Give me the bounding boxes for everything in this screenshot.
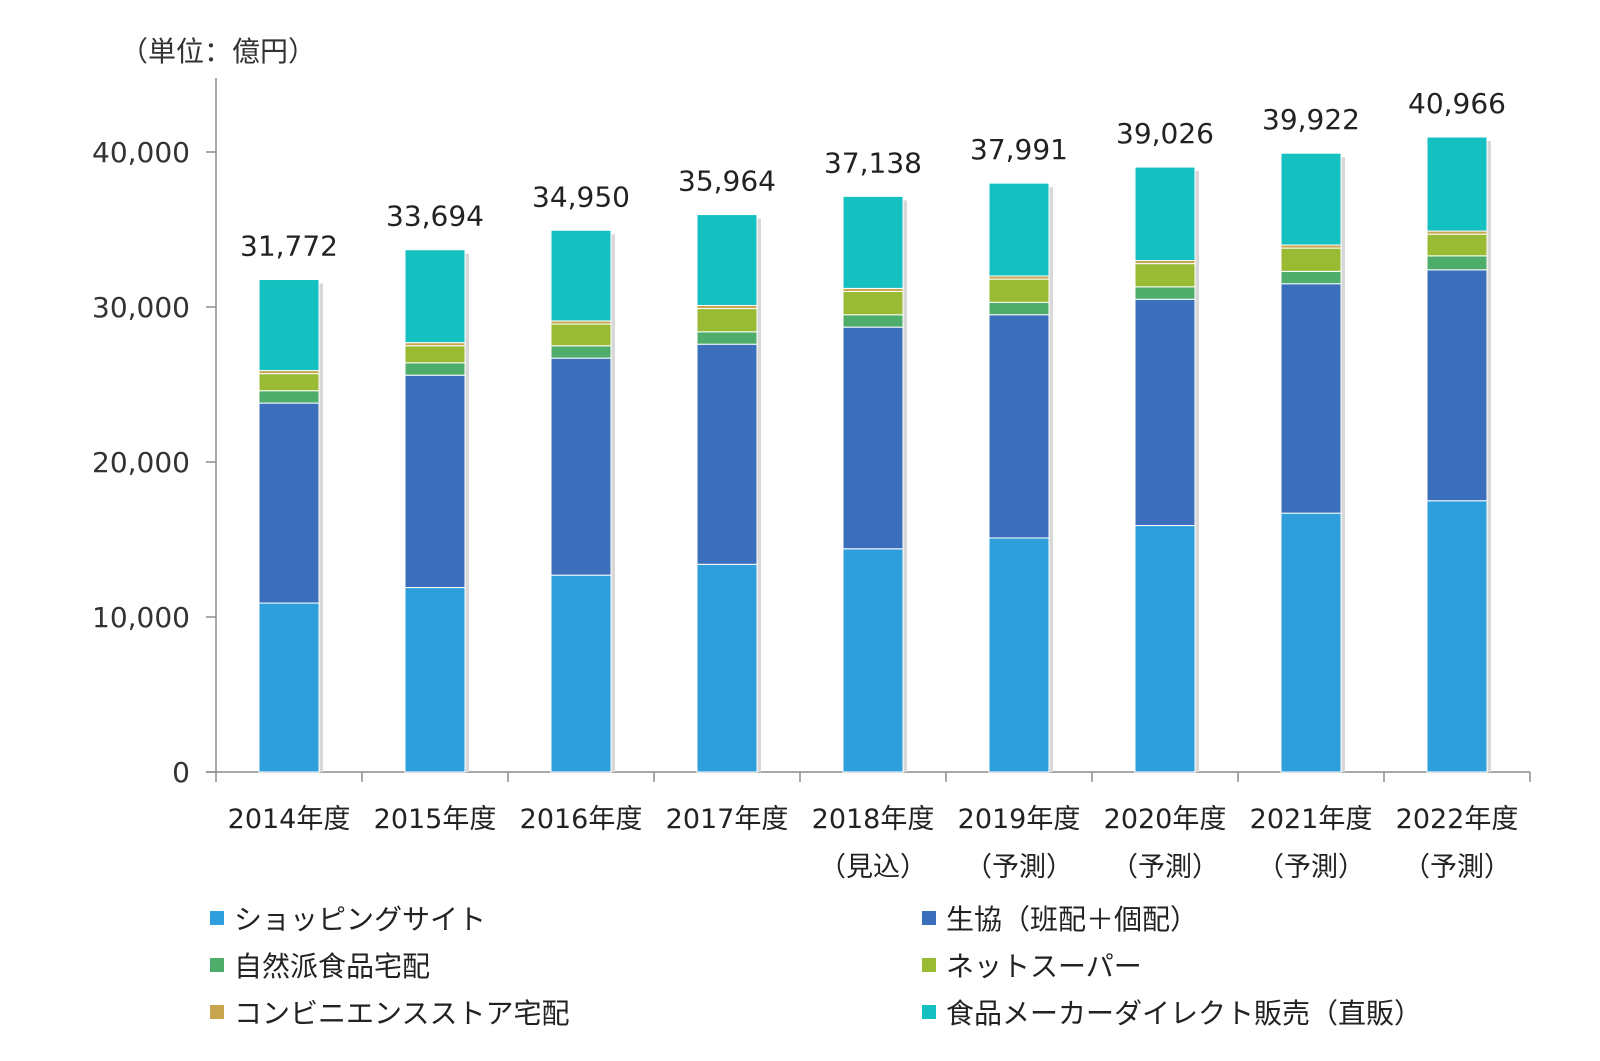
total-data-label: 35,964: [678, 165, 776, 198]
bar-segment: [1426, 255, 1488, 271]
bar-stacks: [258, 136, 1491, 773]
bar-segment: [696, 563, 758, 773]
bar-segment: [258, 402, 320, 604]
bar-segment: [404, 374, 466, 589]
bar-segment: [988, 182, 1050, 277]
legend-item: コンビニエンスストア宅配: [210, 992, 569, 1032]
bar-segment: [258, 373, 320, 392]
bar-segment: [842, 314, 904, 328]
x-tick-label: 2021年度: [1250, 804, 1373, 835]
legend-swatch: [210, 958, 224, 972]
bar-segment: [842, 548, 904, 773]
total-data-label: 37,991: [970, 133, 1068, 166]
bar-segment: [258, 279, 320, 372]
bar-segment: [988, 278, 1050, 303]
legend-item: ショッピングサイト: [210, 898, 486, 938]
bar-segment: [550, 357, 612, 576]
x-tick-label: （予測）: [965, 852, 1073, 883]
bar-segment: [1134, 263, 1196, 288]
bar-segment: [1280, 283, 1342, 514]
bar-segment: [1280, 512, 1342, 773]
total-data-label: 34,950: [532, 180, 630, 213]
bar-segment: [696, 308, 758, 333]
total-data-label: 33,694: [386, 200, 484, 233]
x-tick-label: （予測）: [1111, 852, 1219, 883]
bar-segment: [696, 331, 758, 345]
legend: ショッピングサイト 生協（班配＋個配） 自然派食品宅配 ネットスーパーコンビニエンスス…: [210, 898, 1590, 1048]
bar-segment: [1426, 136, 1488, 232]
bar-segment: [404, 249, 466, 344]
legend-label: コンビニエンスストア宅配: [234, 997, 570, 1030]
bar-segment: [258, 602, 320, 773]
x-tick-label: （見込）: [819, 852, 927, 883]
y-tick-label: 20,000: [92, 446, 190, 479]
x-tick-label: 2019年度: [958, 804, 1081, 835]
bar-segment: [1280, 247, 1342, 272]
bar-segment: [1134, 286, 1196, 300]
bar-segment: [404, 362, 466, 376]
x-tick-label: 2014年度: [228, 804, 351, 835]
legend-label: ショッピングサイト: [234, 903, 487, 936]
legend-item: 生協（班配＋個配）: [922, 898, 1198, 938]
bar-segment: [550, 323, 612, 347]
bar-segment: [404, 587, 466, 773]
x-tick-label: 2015年度: [374, 804, 497, 835]
y-tick-label: 40,000: [92, 136, 190, 169]
y-tick-label: 10,000: [92, 601, 190, 634]
bar-segment: [258, 390, 320, 404]
y-axis: 0 10,000 20,000 30,000 40,000: [92, 78, 217, 789]
x-tick-label: 2020年度: [1104, 804, 1227, 835]
legend-swatch: [922, 911, 936, 925]
bar-segment: [1134, 166, 1196, 261]
legend-label: 自然派食品宅配: [234, 950, 431, 983]
legend-item: ネットスーパー: [922, 945, 1142, 985]
bar-segment: [842, 291, 904, 316]
x-tick-label: 2022年度: [1396, 804, 1519, 835]
y-tick-label: 30,000: [92, 291, 190, 324]
bar-segment: [988, 301, 1050, 316]
legend-swatch: [210, 1005, 224, 1019]
bar-segment: [1426, 269, 1488, 502]
bar-segment: [550, 345, 612, 359]
bar-segment: [988, 314, 1050, 539]
bar-segment: [1426, 500, 1488, 773]
legend-swatch: [922, 958, 936, 972]
legend-label: 食品メーカーダイレクト販売（直販）: [946, 997, 1423, 1030]
x-tick-label: （予測）: [1403, 852, 1511, 883]
bar-segment: [696, 214, 758, 306]
bar-segment: [696, 343, 758, 565]
total-data-label: 31,772: [240, 230, 338, 263]
bar-segment: [404, 345, 466, 364]
total-labels: 31,772 33,694 34,950 35,964 37,138 37,991 39,0…: [240, 87, 1506, 263]
bar-segment: [1134, 525, 1196, 773]
unit-label: （単位：億円）: [120, 35, 317, 68]
total-data-label: 37,138: [824, 146, 922, 179]
legend-item: 自然派食品宅配: [210, 945, 430, 985]
total-data-label: 40,966: [1408, 87, 1506, 120]
legend-item: 食品メーカーダイレクト販売（直販）: [922, 992, 1422, 1032]
bar-segment: [550, 574, 612, 773]
bar-segment: [1280, 152, 1342, 246]
y-tick-label: 0: [172, 756, 190, 789]
x-tick-label: 2016年度: [520, 804, 643, 835]
bar-segment: [550, 229, 612, 322]
bar-segment: [988, 537, 1050, 773]
bar-segment: [1280, 270, 1342, 285]
x-tick-label: 2018年度: [812, 804, 935, 835]
legend-label: ネットスーパー: [946, 950, 1142, 983]
bar-segment: [842, 195, 904, 289]
total-data-label: 39,922: [1262, 103, 1360, 136]
x-tick-label: 2017年度: [666, 804, 789, 835]
legend-swatch: [210, 911, 224, 925]
x-tick-label: （予測）: [1257, 852, 1365, 883]
legend-label: 生協（班配＋個配）: [946, 903, 1199, 936]
total-data-label: 39,026: [1116, 117, 1214, 150]
x-axis: 2014年度 2015年度 2016年度 2017年度 2018年度 （見込） 2019年度…: [206, 771, 1531, 883]
legend-swatch: [922, 1005, 936, 1019]
bar-segment: [1426, 233, 1488, 257]
bar-segment: [842, 326, 904, 550]
bar-segment: [1134, 298, 1196, 527]
